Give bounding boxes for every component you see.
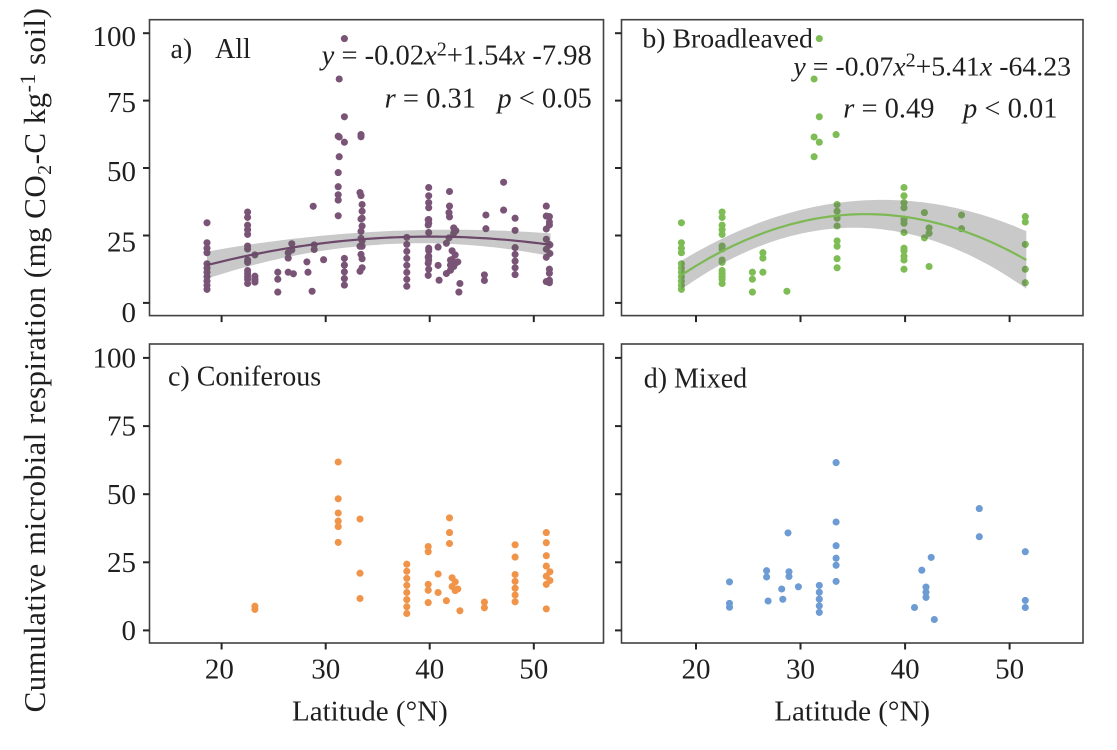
svg-text:25: 25 (107, 547, 136, 579)
svg-text:20: 20 (682, 654, 711, 686)
svg-text:0: 0 (122, 297, 137, 329)
svg-text:30: 30 (786, 654, 815, 686)
svg-text:y = -0.07x2+5.41x -64.23: y = -0.07x2+5.41x -64.23 (790, 50, 1071, 83)
svg-text:d) Mixed: d) Mixed (644, 363, 747, 394)
svg-text:50: 50 (519, 654, 548, 686)
svg-text:Cumulative microbial respirati: Cumulative microbial respiration (mg CO2… (15, 8, 56, 713)
svg-text:Latitude (°N): Latitude (°N) (774, 696, 930, 728)
svg-text:25: 25 (107, 227, 136, 259)
svg-text:75: 75 (107, 411, 136, 443)
svg-text:50: 50 (995, 654, 1024, 686)
svg-text:0: 0 (122, 615, 137, 647)
svg-text:b) Broadleaved: b) Broadleaved (642, 24, 813, 55)
svg-text:c) Coniferous: c) Coniferous (168, 361, 321, 392)
svg-text:50: 50 (107, 479, 136, 511)
svg-text:Latitude (°N): Latitude (°N) (292, 696, 448, 728)
svg-text:20: 20 (205, 654, 234, 686)
svg-text:30: 30 (311, 654, 340, 686)
svg-text:40: 40 (415, 654, 444, 686)
svg-text:100: 100 (93, 343, 137, 375)
svg-text:100: 100 (93, 21, 137, 53)
svg-text:a): a) (171, 34, 193, 65)
svg-text:40: 40 (891, 654, 920, 686)
svg-text:All: All (215, 34, 251, 65)
svg-text:r = 0.49 p < 0.01: r = 0.49 p < 0.01 (843, 94, 1057, 125)
svg-text:r = 0.31 p < 0.05: r = 0.31 p < 0.05 (385, 84, 592, 115)
svg-text:y = -0.02x2+1.54x -7.98: y = -0.02x2+1.54x -7.98 (319, 39, 592, 72)
svg-text:50: 50 (107, 156, 136, 188)
svg-text:75: 75 (107, 87, 136, 119)
